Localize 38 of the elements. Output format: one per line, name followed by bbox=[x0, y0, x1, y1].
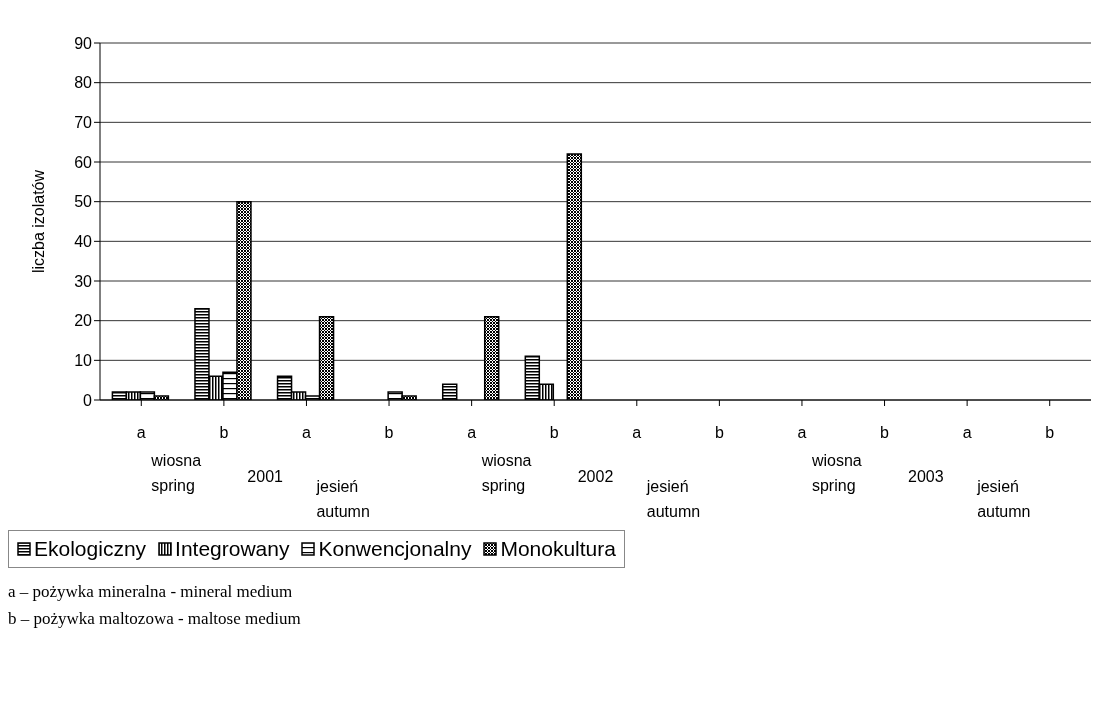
y-tick-label: 10 bbox=[74, 352, 93, 370]
text: 2003 bbox=[908, 468, 944, 485]
x-tick-label: b bbox=[1045, 424, 1055, 441]
y-tick-label: 80 bbox=[74, 74, 93, 92]
text: jesień autumn bbox=[645, 478, 701, 520]
y-tick-label: 50 bbox=[74, 193, 93, 211]
x-tick-label: b bbox=[549, 424, 559, 441]
x-tick-label: a bbox=[962, 424, 972, 441]
y-axis-title: liczba izolatów bbox=[29, 169, 47, 274]
legend-label: Ekologiczny bbox=[33, 537, 147, 561]
text: 2001 bbox=[247, 468, 284, 485]
text: jesień autumn bbox=[976, 478, 1031, 520]
text: wiosna spring bbox=[150, 452, 202, 494]
x-tick-label: b bbox=[880, 424, 890, 441]
x-tick-label: a bbox=[632, 424, 642, 441]
x-tick-label: a bbox=[302, 424, 312, 441]
text: a – pożywka mineralna - mineral medium bbox=[8, 581, 294, 603]
x-tick-label: b bbox=[714, 424, 724, 441]
x-tick-label: a bbox=[136, 424, 146, 441]
text: wiosna spring bbox=[810, 452, 862, 494]
text: wiosna spring bbox=[480, 452, 532, 494]
y-tick-label: 90 bbox=[74, 34, 93, 52]
x-tick-label: b bbox=[384, 424, 394, 441]
y-tick-label: 40 bbox=[74, 233, 93, 251]
y-tick-label: 20 bbox=[74, 312, 93, 330]
y-tick-label: 70 bbox=[74, 114, 93, 132]
legend-label: Monokultura bbox=[499, 537, 616, 561]
y-tick-label: 0 bbox=[83, 391, 93, 409]
x-tick-label: b bbox=[219, 424, 229, 441]
x-tick-label: a bbox=[797, 424, 807, 441]
legend-label: Integrowany bbox=[174, 537, 290, 561]
text: 2002 bbox=[577, 468, 614, 485]
y-tick-label: 30 bbox=[74, 272, 93, 290]
y-tick-label: 60 bbox=[74, 153, 93, 171]
legend-label: Konwencjonalny bbox=[317, 537, 472, 561]
text: b – pożywka maltozowa - maltose medium bbox=[8, 608, 302, 630]
x-tick-label: a bbox=[467, 424, 477, 441]
text: jesień autumn bbox=[315, 478, 370, 520]
